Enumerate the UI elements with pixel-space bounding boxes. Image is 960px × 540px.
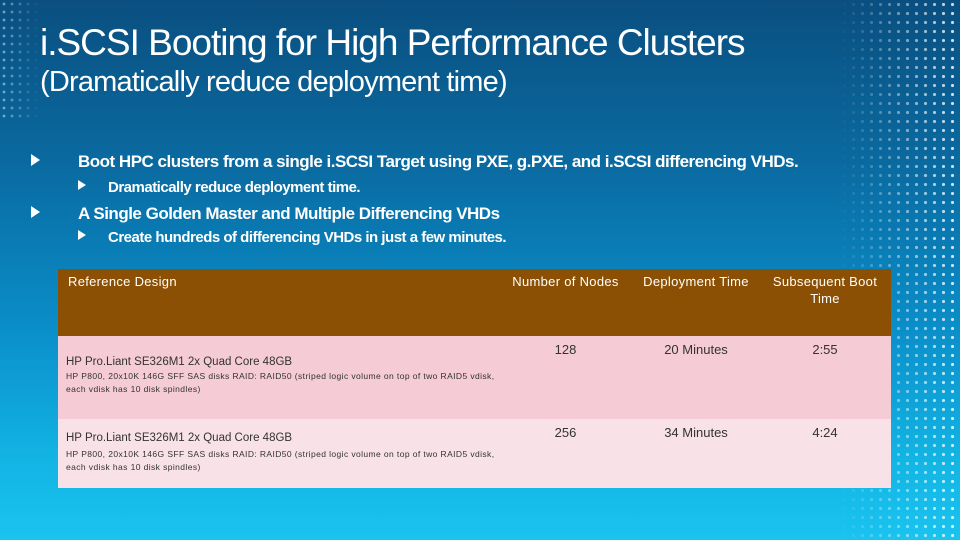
boot-cell: 2:55 (759, 336, 891, 419)
design-cell: HP Pro.Liant SE326M1 2x Quad Core 48GB H… (58, 336, 498, 419)
bullet-text: A Single Golden Master and Multiple Diff… (78, 204, 500, 223)
boot-cell: 4:24 (759, 419, 891, 488)
design-line-1: HP Pro.Liant SE326M1 2x Quad Core 48GB (66, 356, 293, 368)
dot-pattern-left (0, 0, 40, 120)
header-reference-design: Reference Design (58, 269, 498, 336)
design-line-1: HP Pro.Liant SE326M1 2x Quad Core 48GB (66, 432, 293, 444)
reference-design-table: Reference Design Number of Nodes Deploym… (58, 269, 891, 488)
header-subsequent-boot-time: Subsequent Boot Time (759, 269, 891, 336)
bullet-item: Boot HPC clusters from a single i.SCSI T… (31, 152, 799, 172)
sub-bullet-item: Dramatically reduce deployment time. (78, 179, 361, 196)
table-row: HP Pro.Liant SE326M1 2x Quad Core 48GB H… (58, 419, 891, 488)
sub-bullet-item: Create hundreds of differencing VHDs in … (78, 229, 507, 246)
bullet-item: A Single Golden Master and Multiple Diff… (31, 204, 500, 224)
table-row: HP Pro.Liant SE326M1 2x Quad Core 48GB H… (58, 336, 891, 419)
bullet-text: Create hundreds of differencing VHDs in … (108, 229, 507, 246)
nodes-cell: 256 (498, 419, 633, 488)
bullet-triangle-icon (31, 206, 40, 218)
deployment-cell: 34 Minutes (633, 419, 759, 488)
bullet-triangle-icon (78, 180, 86, 190)
table-header-row: Reference Design Number of Nodes Deploym… (58, 269, 891, 336)
design-line-2: HP P800, 20x10K 146G SFF SAS disks RAID:… (66, 449, 495, 472)
slide-title: i.SCSI Booting for High Performance Clus… (40, 22, 746, 63)
nodes-cell: 128 (498, 336, 633, 419)
bullet-triangle-icon (31, 154, 40, 166)
bullet-triangle-icon (78, 230, 86, 240)
bullet-text: Dramatically reduce deployment time. (108, 179, 361, 196)
deployment-cell: 20 Minutes (633, 336, 759, 419)
header-number-of-nodes: Number of Nodes (498, 269, 633, 336)
design-cell: HP Pro.Liant SE326M1 2x Quad Core 48GB H… (58, 419, 498, 488)
slide-subtitle: (Dramatically reduce deployment time) (40, 66, 508, 98)
design-line-2: HP P800, 20x10K 146G SFF SAS disks RAID:… (66, 371, 495, 394)
header-deployment-time: Deployment Time (633, 269, 759, 336)
bullet-text: Boot HPC clusters from a single i.SCSI T… (78, 152, 799, 171)
